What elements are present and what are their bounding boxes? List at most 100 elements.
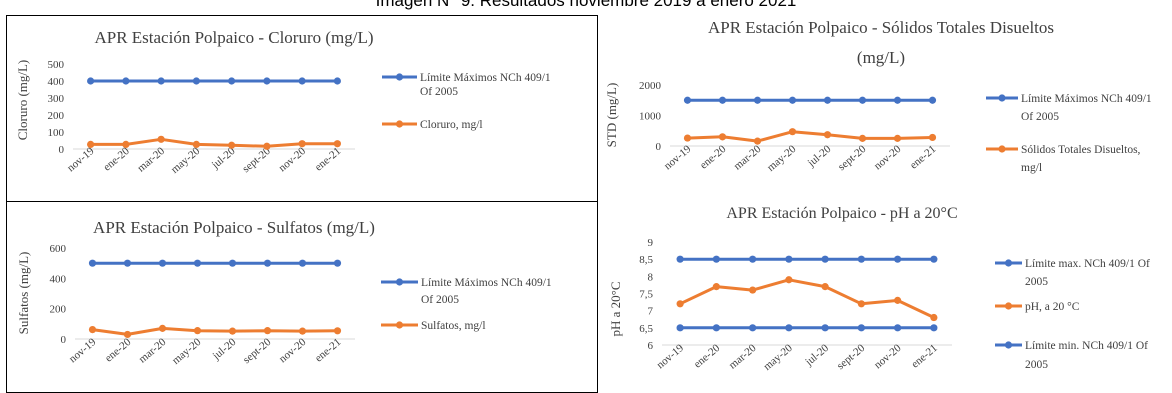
data-point xyxy=(785,255,793,263)
x-tick-label: ene-20 xyxy=(698,143,729,172)
y-tick-label: 1000 xyxy=(639,111,662,123)
data-point xyxy=(785,276,793,284)
legend-marker xyxy=(395,321,404,329)
data-point xyxy=(192,77,200,85)
chart-panel-cloruro: APR Estación Polpaico - Cloruro (mg/L) Cl… xyxy=(6,15,598,202)
data-point xyxy=(894,296,902,304)
legend-label: 2005 xyxy=(1025,276,1048,288)
y-tick-label: 200 xyxy=(48,110,65,122)
y-tick-label: 9 xyxy=(648,237,654,249)
data-point xyxy=(158,259,167,267)
chart-sulfatos: APR Estación Polpaico - Sulfatos (mg/L) S… xyxy=(16,218,552,367)
data-point xyxy=(712,255,720,263)
y-tick-label: 100 xyxy=(48,127,65,139)
data-point xyxy=(192,140,200,149)
x-tick-label: mar-20 xyxy=(732,143,764,173)
y-axis-label: STD (mg/L) xyxy=(604,83,619,148)
y-axis-label: Sulfatos (mg/L) xyxy=(16,252,31,335)
data-point xyxy=(893,96,902,104)
x-tick-label: mar-20 xyxy=(137,336,169,366)
data-point xyxy=(193,327,202,335)
data-point xyxy=(333,327,342,335)
x-tick-label: may-20 xyxy=(170,336,204,367)
data-point xyxy=(298,327,307,335)
x-tick-label: nov-19 xyxy=(67,336,99,366)
data-point xyxy=(157,77,165,85)
chart-solidos-totales: APR Estación Polpaico - Sólidos Totales … xyxy=(604,18,1152,174)
chart-panel-ph: APR Estación Polpaico - pH a 20°C pH a 20… xyxy=(598,197,1166,393)
data-point xyxy=(158,324,167,332)
x-tick-label: jul-20 xyxy=(805,143,834,170)
data-point xyxy=(122,77,130,85)
image-caption: Imagen N° 9. Resultados noviembre 2019 a… xyxy=(375,0,797,10)
x-tick-label: nov-20 xyxy=(872,143,904,173)
legend-marker xyxy=(998,145,1006,153)
data-point xyxy=(228,259,237,267)
x-tick-label: ene-20 xyxy=(692,342,723,371)
data-point xyxy=(857,255,865,263)
data-point xyxy=(930,313,938,322)
data-point xyxy=(718,133,727,141)
chart-ph: APR Estación Polpaico - pH a 20°C pH a 20… xyxy=(608,205,1150,373)
data-point xyxy=(753,137,762,145)
legend-label: Of 2005 xyxy=(421,294,459,306)
data-point xyxy=(928,133,937,142)
x-tick-label: sept-20 xyxy=(835,342,868,372)
data-point xyxy=(821,283,829,291)
series-line xyxy=(90,137,338,148)
legend-marker xyxy=(998,94,1006,102)
data-point xyxy=(263,327,272,335)
data-point xyxy=(753,96,762,104)
y-tick-label: 0 xyxy=(656,141,662,153)
data-point xyxy=(157,135,165,143)
x-tick-label: jul-20 xyxy=(210,336,239,363)
x-tick-label: ene-21 xyxy=(909,342,940,370)
data-point xyxy=(823,131,832,139)
data-point xyxy=(858,134,867,142)
legend-marker xyxy=(1004,259,1013,267)
legend-marker xyxy=(1004,302,1013,310)
legend-label: Límite Máximos NCh 409/1 xyxy=(421,277,552,289)
data-point xyxy=(193,259,202,267)
y-tick-label: 500 xyxy=(48,59,65,71)
y-tick-label: 0 xyxy=(59,144,65,156)
y-tick-label: 6 xyxy=(648,340,654,352)
y-tick-label: 7,5 xyxy=(639,289,653,301)
series-line xyxy=(92,326,338,336)
x-tick-label: nov-20 xyxy=(872,342,904,372)
data-point xyxy=(88,259,97,267)
y-tick-label: 200 xyxy=(50,304,67,316)
data-point xyxy=(298,77,306,85)
legend-label: Sólidos Totales Disueltos, xyxy=(1021,144,1141,156)
legend-label: Límite max. NCh 409/1 Of xyxy=(1025,258,1150,270)
chart-title: APR Estación Polpaico - pH a 20°C xyxy=(726,205,957,222)
y-tick-label: 600 xyxy=(50,243,67,255)
data-point xyxy=(893,134,902,142)
data-point xyxy=(676,255,684,263)
x-tick-label: nov-19 xyxy=(662,143,694,173)
y-tick-label: 6,5 xyxy=(639,323,653,335)
data-point xyxy=(785,324,793,332)
chart-panel-sulfatos: APR Estación Polpaico - Sulfatos (mg/L) S… xyxy=(6,201,598,393)
data-point xyxy=(676,300,684,308)
series-line xyxy=(679,278,935,319)
chart-cloruro: APR Estación Polpaico - Cloruro (mg/L) Cl… xyxy=(15,28,551,176)
legend-label: Límite Máximos NCh 409/1 xyxy=(420,72,551,84)
legend-marker xyxy=(395,73,404,81)
data-point xyxy=(712,283,720,291)
data-point xyxy=(712,324,720,332)
y-tick-label: 2000 xyxy=(639,80,662,92)
data-point xyxy=(930,255,938,263)
data-point xyxy=(123,330,132,339)
x-tick-label: may-20 xyxy=(765,143,799,174)
x-tick-label: sept-20 xyxy=(241,336,274,366)
data-point xyxy=(333,140,341,148)
data-point xyxy=(298,140,306,148)
data-point xyxy=(857,324,865,332)
data-point xyxy=(930,324,938,332)
x-tick-label: nov-19 xyxy=(654,342,686,372)
chart-title: APR Estación Polpaico - Cloruro (mg/L) xyxy=(94,28,373,47)
data-point xyxy=(263,77,271,85)
data-point xyxy=(87,140,95,149)
data-point xyxy=(823,96,832,104)
